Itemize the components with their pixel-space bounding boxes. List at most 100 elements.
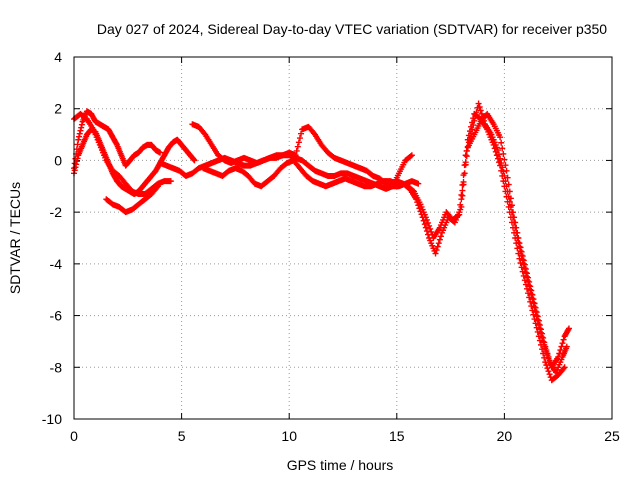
data-point [77, 127, 84, 134]
series-track-1 [71, 108, 164, 172]
grid [74, 57, 612, 419]
data-point [499, 145, 506, 152]
data-point [459, 181, 466, 188]
data-point [73, 158, 80, 165]
data-point [520, 272, 527, 279]
data-point [506, 198, 513, 205]
data-point [543, 347, 550, 354]
data-point [437, 233, 444, 240]
data-point [559, 340, 566, 347]
data-point [515, 235, 522, 241]
data-point [563, 343, 570, 350]
data-point [525, 274, 532, 281]
data-point [428, 228, 435, 235]
data-point [521, 261, 528, 268]
data-point [435, 240, 442, 247]
data-point [502, 162, 509, 169]
data-point [514, 229, 521, 236]
data-point [408, 152, 415, 159]
data-point [420, 217, 427, 224]
data-point [458, 196, 465, 203]
series-track-3 [71, 110, 174, 198]
data-point [544, 365, 551, 372]
data-point [432, 250, 439, 257]
data-point [533, 309, 540, 316]
data-point [501, 156, 508, 163]
data-point [517, 259, 524, 266]
data-point [539, 330, 546, 337]
series-track-6 [157, 152, 422, 192]
data-point [113, 140, 120, 147]
data-point [455, 212, 462, 219]
x-tick-label: 20 [497, 428, 513, 444]
data-point [525, 290, 532, 297]
data-point [540, 334, 547, 341]
data-point [536, 337, 543, 344]
data-point [78, 124, 85, 131]
data-point [191, 157, 198, 164]
data-point [532, 320, 539, 327]
data-point [497, 155, 504, 162]
data-point [499, 164, 506, 171]
series-track-4 [103, 183, 161, 216]
data-point [409, 187, 416, 194]
data-point [459, 187, 466, 194]
data-point [462, 152, 469, 159]
data-point [531, 316, 538, 323]
data-point [74, 155, 81, 162]
data-point [293, 147, 300, 154]
data-point [537, 326, 544, 333]
chart-title: Day 027 of 2024, Sidereal Day-to-day VTE… [97, 21, 607, 37]
data-point [463, 153, 470, 160]
data-point [498, 160, 505, 167]
data-point [560, 365, 567, 372]
data-point [503, 167, 510, 174]
data-point [527, 283, 534, 290]
data-point [461, 170, 468, 177]
data-point [565, 325, 572, 332]
y-tick-label: -8 [50, 359, 63, 375]
data-point [436, 236, 443, 243]
data-point [469, 126, 476, 133]
data-point [530, 296, 537, 303]
data-point [521, 277, 528, 284]
series-track-7 [200, 157, 400, 190]
data-point [546, 357, 553, 364]
series-track-10 [458, 110, 572, 371]
data-point [423, 228, 430, 235]
data-point [526, 294, 533, 301]
y-tick-label: 4 [54, 49, 62, 65]
data-point [422, 224, 429, 231]
data-point [497, 134, 504, 141]
y-tick-label: -2 [50, 204, 63, 220]
data-point [468, 130, 475, 137]
series-track-2 [71, 126, 198, 198]
data-point [421, 221, 428, 228]
data-point [541, 354, 548, 361]
data-point [535, 317, 542, 324]
data-point [535, 333, 542, 340]
data-point [545, 353, 552, 360]
data-point [407, 153, 414, 160]
data-point [154, 183, 161, 190]
data-point [426, 222, 433, 229]
data-point [506, 188, 513, 195]
y-tick-label: 2 [54, 101, 62, 117]
data-point [470, 122, 477, 129]
data-point [518, 248, 525, 255]
data-point [425, 219, 432, 226]
data-point [541, 339, 548, 346]
y-tick-label: 0 [54, 152, 62, 168]
x-tick-label: 25 [604, 428, 620, 444]
data-point [76, 130, 83, 137]
data-point [520, 257, 527, 264]
x-tick-label: 10 [281, 428, 297, 444]
data-point [507, 195, 514, 202]
data-point [460, 178, 467, 185]
y-tick-label: -10 [42, 411, 62, 427]
data-point [510, 209, 517, 216]
data-point [513, 224, 520, 231]
data-point [475, 100, 482, 107]
data-point [71, 167, 78, 174]
data-point [298, 130, 305, 137]
